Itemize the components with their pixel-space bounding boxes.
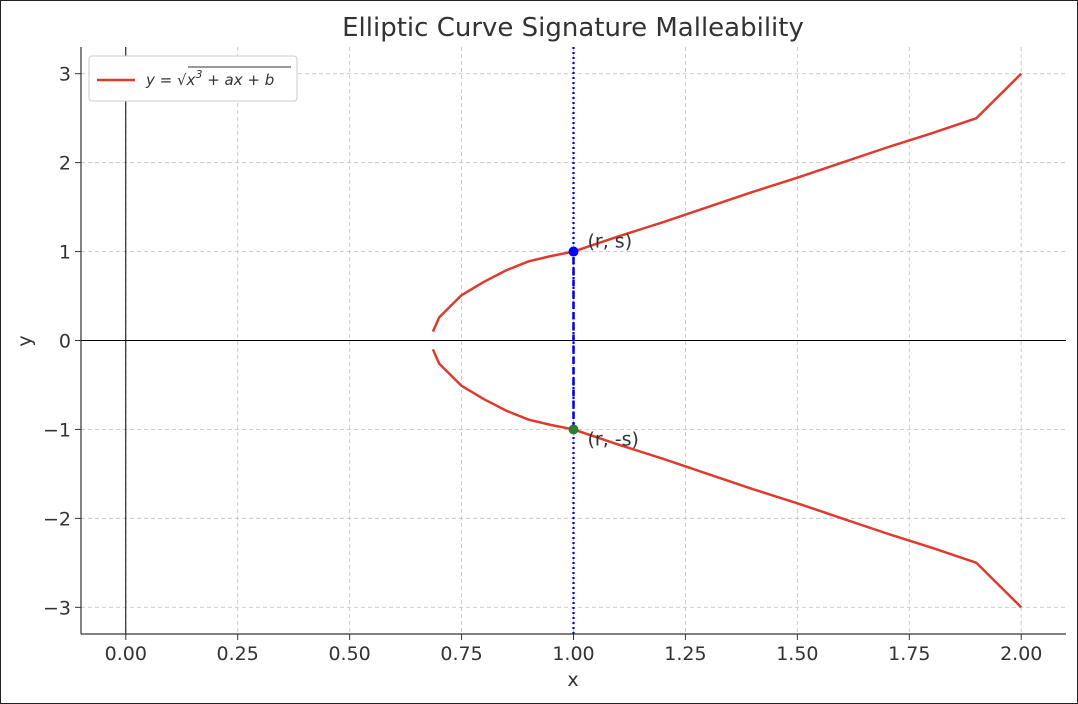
annotation-r-s: (r, s) [588,231,633,253]
legend: y = √x3 + ax + b [88,55,298,102]
point-r-s [568,246,579,257]
x-tick-label: 0.00 [105,643,147,665]
y-tick-label: −3 [43,597,71,619]
y-tick-label: −2 [43,508,71,530]
marker-layer: (r, s) (r, -s) [568,231,639,450]
series-layer [431,47,1023,634]
x-tick-label: 2.00 [1000,643,1042,665]
point-r-neg-s [568,424,579,435]
legend-label: y = √x3 + ax + b [145,68,274,89]
y-tick-label: 1 [59,242,71,264]
x-axis-label: x [567,669,578,691]
y-tick-label: −1 [43,419,71,441]
legend-label-radicand: x [186,71,196,89]
legend-radical-sign: √ [177,71,187,89]
y-axis-label: y [14,335,36,346]
x-tick-label: 1.00 [552,643,594,665]
legend-label-exponent: 3 [195,68,202,81]
y-tick-label: 3 [59,64,71,86]
x-tick-label: 1.50 [776,643,818,665]
x-tick-label: 0.50 [328,643,370,665]
x-tick-label: 0.25 [217,643,259,665]
tick-layer: 0.00 0.25 0.50 0.75 1.00 1.25 1.50 1.75 2.00 −3 −2… [43,64,1042,665]
legend-label-rest: + ax + b [202,71,274,89]
y-tick-label: 2 [59,153,71,175]
legend-label-prefix: y = [145,71,177,89]
curve-upper-branch [431,72,1023,333]
x-tick-label: 1.25 [664,643,706,665]
chart-title: Elliptic Curve Signature Malleability [342,13,804,43]
annotation-r-neg-s: (r, -s) [588,428,639,450]
curve-lower-branch [431,348,1023,609]
y-tick-label: 0 [59,331,71,353]
x-tick-label: 0.75 [440,643,482,665]
x-tick-label: 1.75 [888,643,930,665]
